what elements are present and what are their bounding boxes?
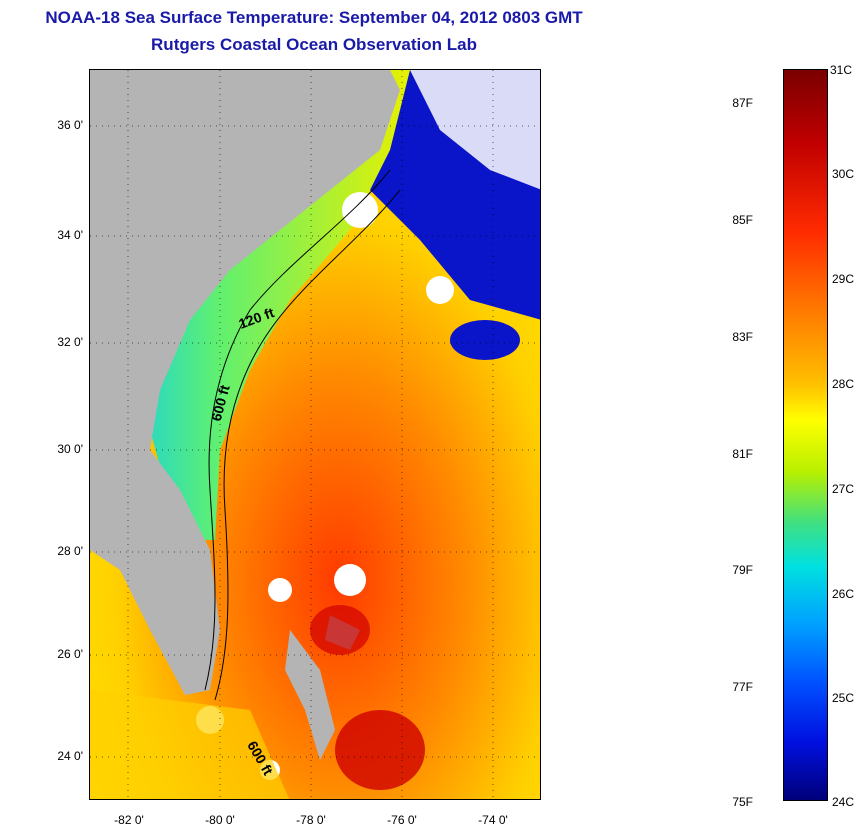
map-subtitle: Rutgers Coastal Ocean Observation Lab (151, 35, 477, 54)
lat-label: 28 0' (57, 544, 83, 558)
colorbar-c-label: 26C (832, 587, 855, 601)
colorbar-f-label: 85F (732, 213, 753, 227)
colorbar-c-label: 30C (832, 167, 855, 181)
lon-label: -82 0' (114, 813, 144, 827)
colorbar-f-label: 79F (732, 563, 753, 577)
lon-label: -76 0' (387, 813, 417, 827)
colorbar-c-label: 31C (830, 63, 853, 77)
lat-label: 34 0' (57, 228, 83, 242)
colorbar-c-label: 24C (832, 795, 855, 809)
colorbar-c-label: 25C (832, 691, 855, 705)
colorbar-c-label: 29C (832, 272, 855, 286)
map-title: NOAA-18 Sea Surface Temperature: Septemb… (45, 8, 583, 27)
colorbar-f-label: 75F (732, 795, 753, 809)
lat-label: 30 0' (57, 442, 83, 456)
lat-label: 32 0' (57, 335, 83, 349)
sst-map-image (90, 70, 540, 799)
temperature-colorbar (783, 69, 828, 801)
lon-label: -78 0' (296, 813, 326, 827)
lat-label: 26 0' (57, 647, 83, 661)
colorbar-f-label: 87F (732, 96, 753, 110)
sst-map: 120 ft 600 ft 600 ft (89, 69, 541, 800)
colorbar-f-label: 83F (732, 330, 753, 344)
lat-label: 36 0' (57, 118, 83, 132)
lat-label: 24 0' (57, 749, 83, 763)
colorbar-f-label: 81F (732, 447, 753, 461)
colorbar-c-label: 27C (832, 482, 855, 496)
colorbar-f-label: 77F (732, 680, 753, 694)
lon-label: -80 0' (205, 813, 235, 827)
colorbar-c-label: 28C (832, 377, 855, 391)
lon-label: -74 0' (478, 813, 508, 827)
